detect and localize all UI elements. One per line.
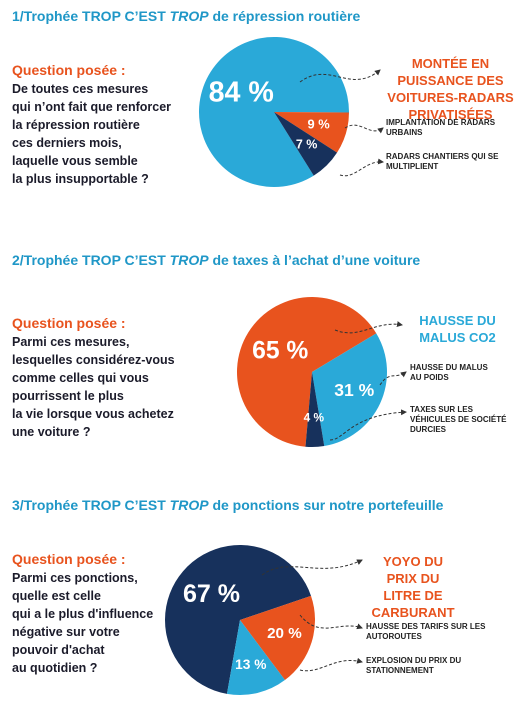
- pie-slice: [237, 297, 377, 447]
- pie-slice: [226, 620, 285, 695]
- question-line: laquelle vous semble: [12, 154, 138, 168]
- category-label: HAUSSE DU MALUS CO2: [419, 313, 496, 345]
- title-part: de taxes à l’achat d’une voiture: [208, 252, 421, 268]
- arrows: [261, 69, 407, 672]
- question-line: une voiture ?: [12, 425, 91, 439]
- question-line: pouvoir d'achat: [12, 643, 105, 657]
- chart-title: 2/Trophée TROP C’EST TROP de taxes à l’a…: [12, 252, 420, 268]
- arrow: [379, 371, 407, 386]
- value-label: 67 %: [183, 580, 240, 608]
- arrow: [299, 657, 363, 672]
- question-line: au quotidien ?: [12, 661, 98, 675]
- question-line: ces derniers mois,: [12, 136, 122, 150]
- question-label: Question posée :: [12, 551, 126, 567]
- title-part: 3/Trophée TROP C’EST: [12, 497, 170, 513]
- title-part: 1/Trophée TROP C’EST: [12, 8, 170, 24]
- pie-slice: [274, 112, 349, 153]
- title-part: TROP: [169, 252, 209, 268]
- pies: 84 % 9 % 7 % 65 % 31 % 4 % 67 % 20 %13 %: [165, 37, 387, 695]
- title-part: TROP: [169, 497, 209, 513]
- pie-slice: [305, 372, 325, 447]
- question-line: Parmi ces mesures,: [12, 335, 130, 349]
- pie-slice: [312, 333, 387, 446]
- pie-slice: [240, 595, 315, 681]
- category-label: EXPLOSION DU PRIX DU STATIONNEMENT: [366, 656, 462, 675]
- question-line: comme celles qui vous: [12, 371, 149, 385]
- chart-title: 1/Trophée TROP C’EST TROP de répression …: [12, 8, 360, 24]
- arrow: [344, 124, 384, 134]
- question-line: qui n’ont fait que renforcer: [12, 100, 172, 114]
- title-part: de répression routière: [208, 8, 361, 24]
- question-line: De toutes ces mesures: [12, 82, 149, 96]
- pie-slice: [198, 37, 349, 188]
- value-label: 7 %: [296, 137, 318, 151]
- pie-slice: [165, 545, 311, 694]
- value-label: 9 %: [307, 117, 330, 132]
- category-label: IMPLANTATION DE RADARS URBAINS: [386, 118, 496, 137]
- question-line: pourrissent le plus: [12, 389, 124, 403]
- question-label: Question posée :: [12, 315, 126, 331]
- value-label: 4 %: [304, 411, 325, 425]
- question-line: la vie lorsque vous achetez: [12, 407, 174, 421]
- question-line: la plus insupportable ?: [12, 172, 149, 186]
- question-line: lesquelles considérez-vous: [12, 353, 175, 367]
- category-label: HAUSSE DU MALUS AU POIDS: [410, 363, 488, 382]
- title-part: TROP: [169, 8, 209, 24]
- category-label: TAXES SUR LES VÉHICULES DE SOCIÉTÉ DURCI…: [410, 405, 507, 434]
- value-label: 65 %: [252, 338, 308, 365]
- value-label: 20 %: [267, 625, 302, 642]
- question-line: négative sur votre: [12, 625, 120, 639]
- question-label: Question posée :: [12, 62, 126, 78]
- category-label: HAUSSE DES TARIFS SUR LES AUTOROUTES: [366, 622, 486, 641]
- question-line: qui a le plus d'influence: [12, 607, 154, 621]
- value-label: 84 %: [209, 76, 274, 108]
- title-part: 2/Trophée TROP C’EST: [12, 252, 170, 268]
- pie-slice: [274, 112, 338, 176]
- question-line: quelle est celle: [12, 589, 101, 603]
- value-label: 13 %: [235, 657, 266, 672]
- category-label: MONTÉE EN PUISSANCE DES VOITURES-RADARS …: [387, 56, 514, 122]
- value-label: 31 %: [334, 380, 374, 400]
- question-line: Parmi ces ponctions,: [12, 571, 138, 585]
- chart-title: 3/Trophée TROP C’EST TROP de ponctions s…: [12, 497, 443, 513]
- category-label: RADARS CHANTIERS QUI SE MULTIPLIENT: [386, 152, 499, 171]
- arrow: [334, 321, 403, 334]
- arrow: [299, 69, 381, 83]
- category-label: YOYO DU PRIX DU LITRE DE CARBURANT: [371, 554, 455, 620]
- arrow: [261, 559, 363, 576]
- question-line: la répression routière: [12, 118, 140, 132]
- title-part: de ponctions sur notre portefeuille: [208, 497, 444, 513]
- arrow: [329, 409, 407, 441]
- arrow: [339, 158, 384, 177]
